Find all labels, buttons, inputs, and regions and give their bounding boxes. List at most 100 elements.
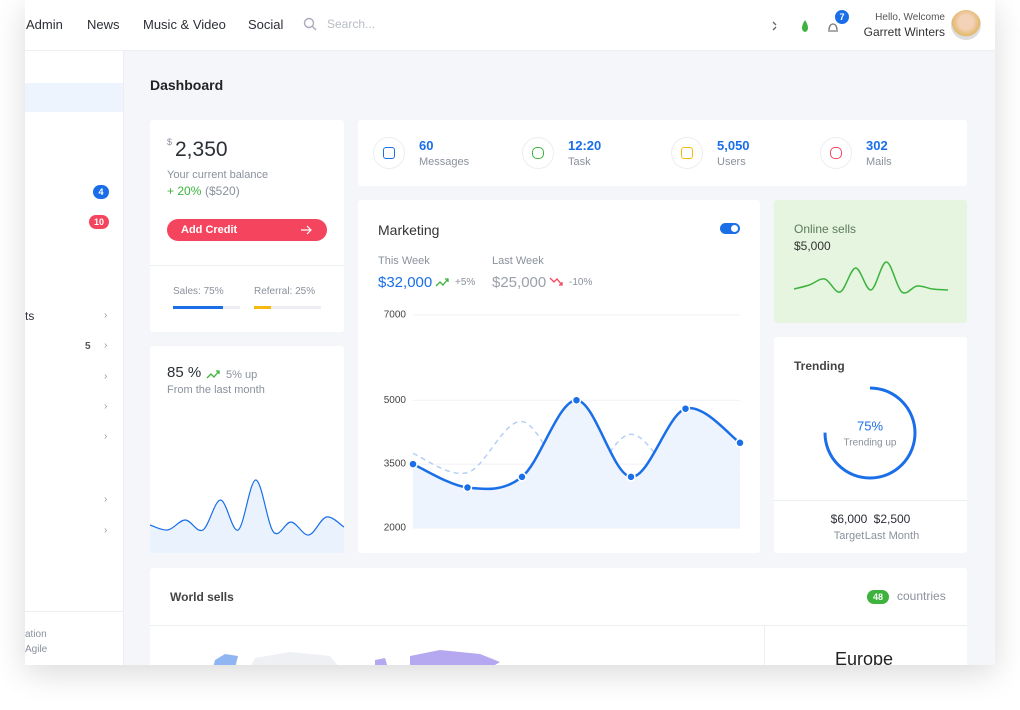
- sidebar-item[interactable]: ts: [25, 309, 35, 323]
- chevron: ›: [104, 525, 108, 536]
- trending-card: Trending $6,000 Target $2,500 Last Month: [774, 337, 967, 553]
- stat-label: Task: [568, 156, 591, 168]
- stat-icon: [373, 137, 405, 169]
- stat-label: Users: [717, 156, 746, 168]
- region-label: Europe: [835, 649, 894, 665]
- week-value: $32,000: [378, 274, 433, 291]
- add-credit-button[interactable]: [167, 219, 327, 241]
- donut-value: 75%: [857, 418, 883, 433]
- charts-layer: 2000 3500 5000 7000 75% Trending up: [149, 261, 949, 553]
- y-tick-label: 3500: [384, 459, 407, 470]
- point: [735, 438, 745, 448]
- chevron: ›: [104, 401, 108, 412]
- sidebar-count: 5: [85, 341, 91, 352]
- stats-card: 60 Messages 12:20 Task 5,050 Users 302 Mails: [358, 120, 967, 186]
- stat-label: Mails: [866, 156, 892, 168]
- y-tick-label: 2000: [384, 523, 407, 534]
- card-title: Marketing: [378, 222, 440, 238]
- trend-stat-value: $6,000: [830, 512, 868, 526]
- divider: [150, 265, 344, 266]
- growth-card: 85 % 5% up From the last month: [150, 346, 344, 553]
- sidebar-badge: 10: [89, 215, 109, 229]
- progress-track: [173, 306, 240, 309]
- line-area: [413, 400, 740, 528]
- stat-value: 60: [419, 138, 434, 153]
- nav-item[interactable]: Music & Video: [143, 17, 226, 32]
- nav-item[interactable]: News: [87, 17, 120, 32]
- user-name[interactable]: Garrett Winters: [863, 25, 945, 39]
- referral-label: Referral: 25%: [254, 286, 316, 297]
- week-label: This Week: [378, 255, 430, 267]
- search-icon: [303, 17, 317, 31]
- y-tick-label: 5000: [384, 395, 407, 406]
- growth-value: 85 %: [167, 364, 202, 381]
- point: [462, 482, 473, 493]
- count-label: countries: [897, 589, 946, 603]
- world-card: World sells 48 countries Europe: [150, 568, 967, 665]
- sidebar-footer: ation: [25, 629, 47, 640]
- progress-track: [254, 306, 321, 309]
- chevron: ›: [104, 494, 108, 505]
- sparkline-area: [150, 479, 344, 553]
- currency: $: [167, 137, 173, 147]
- balance-card: $ 2,350 Your current balance + 20% ($520…: [150, 120, 344, 332]
- nav-item[interactable]: Admin: [26, 17, 63, 32]
- chevron: ›: [104, 431, 108, 442]
- sidebar: [25, 51, 124, 665]
- world-map: [213, 650, 500, 665]
- divider: [150, 625, 967, 626]
- count-badge: 48: [867, 590, 889, 604]
- progress-bar: [254, 306, 271, 309]
- trend-up-icon: [435, 278, 449, 287]
- top-bar: [25, 0, 995, 51]
- progress-bar: [173, 306, 224, 309]
- trend-stat-label: Target: [833, 530, 865, 542]
- donut-caption: Trending up: [844, 438, 897, 449]
- button-label: Add Credit: [181, 224, 238, 236]
- arrow-icon: [301, 225, 312, 235]
- balance-change-amount: ($520): [205, 184, 240, 198]
- stat-value: 302: [866, 138, 888, 153]
- divider: [25, 611, 123, 612]
- growth-period: From the last month: [167, 384, 265, 396]
- nav-icons: [772, 20, 838, 32]
- chevron: ›: [104, 371, 108, 382]
- online-value: $5,000: [794, 239, 831, 253]
- point: [408, 459, 418, 469]
- toggle[interactable]: [720, 223, 740, 234]
- sparkline: [149, 479, 345, 536]
- point: [571, 395, 582, 405]
- sparkline: [793, 261, 949, 294]
- trend-down-icon: [549, 277, 563, 286]
- sales-label: Sales: 75%: [173, 286, 224, 297]
- notification-badge: 7: [835, 10, 849, 24]
- stat-icon: [522, 137, 554, 169]
- stat-value: 5,050: [717, 138, 750, 153]
- chevron: ›: [104, 340, 108, 351]
- divider: [774, 500, 967, 501]
- balance-change: + 20%: [167, 184, 202, 198]
- greeting: Hello, Welcome: [875, 12, 945, 23]
- balance-amount: 2,350: [175, 138, 228, 161]
- sidebar-badge: 4: [93, 185, 109, 199]
- stat-label: Messages: [419, 156, 470, 168]
- sidebar-footer: Agile: [25, 644, 48, 655]
- search-input[interactable]: Search...: [327, 17, 376, 31]
- nav-item[interactable]: Social: [248, 17, 284, 32]
- point: [680, 403, 691, 414]
- card-title: World sells: [170, 590, 234, 604]
- trend-up-icon: [206, 370, 220, 379]
- card-title: Trending: [794, 359, 845, 373]
- week-label: Last Week: [492, 255, 544, 267]
- divider: [764, 625, 765, 665]
- avatar[interactable]: [951, 10, 981, 40]
- point: [626, 472, 636, 482]
- window: Admin News Music & Video Social Search..…: [25, 0, 995, 665]
- growth-change: 5% up: [226, 369, 258, 381]
- trend-stat-label: Last Month: [864, 530, 920, 542]
- stat-icon: [671, 137, 703, 169]
- card-title: Online sells: [794, 222, 857, 236]
- chevron: ›: [104, 310, 108, 321]
- sidebar-active: [25, 83, 123, 112]
